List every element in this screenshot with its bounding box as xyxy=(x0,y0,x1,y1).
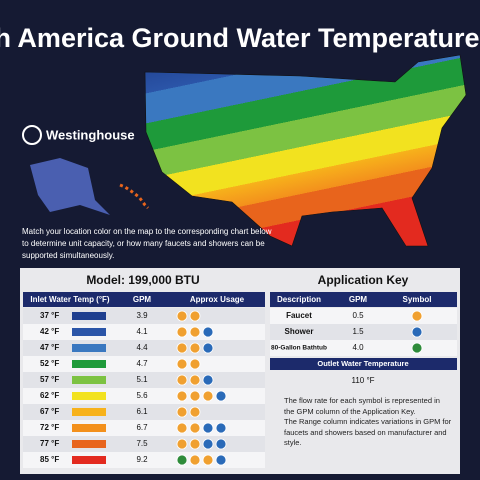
temp: 85 °F xyxy=(40,455,59,464)
description: Faucet xyxy=(286,311,312,320)
usage-icon xyxy=(215,454,227,466)
usage-icon xyxy=(189,326,201,338)
temp: 52 °F xyxy=(40,359,59,368)
usage-icon xyxy=(215,438,227,450)
swatch xyxy=(72,312,106,320)
temp: 57 °F xyxy=(40,375,59,384)
usage-icon xyxy=(202,342,214,354)
capacity-title: Model: 199,000 BTU xyxy=(86,273,199,287)
usage-icon xyxy=(189,310,201,322)
temp: 47 °F xyxy=(40,343,59,352)
temp: 62 °F xyxy=(40,391,59,400)
gpm: 6.1 xyxy=(136,407,148,416)
usage-icon xyxy=(176,310,188,322)
swatch xyxy=(72,344,106,352)
brand-logo xyxy=(22,125,42,145)
usage-icon xyxy=(202,374,214,386)
title: North America Ground Water Temperature M… xyxy=(0,23,480,53)
column-header: Symbol xyxy=(403,295,432,304)
column-header: GPM xyxy=(133,295,152,304)
usage-icon xyxy=(189,374,201,386)
usage-icon xyxy=(176,326,188,338)
column-header: Description xyxy=(277,295,321,304)
row-bg xyxy=(270,340,457,356)
hawaii-map xyxy=(119,183,150,210)
usage-icon xyxy=(189,390,201,402)
usage-icon xyxy=(202,422,214,434)
gpm: 4.1 xyxy=(136,327,148,336)
alaska-map xyxy=(30,158,110,215)
usage-icon xyxy=(202,438,214,450)
gpm: 4.0 xyxy=(352,343,364,352)
key-title: Application Key xyxy=(318,273,409,287)
usage-icon xyxy=(215,390,227,402)
usage-icon xyxy=(176,406,188,418)
temp: 77 °F xyxy=(40,439,59,448)
gpm: 1.5 xyxy=(352,327,364,336)
usage-icon xyxy=(202,326,214,338)
gpm: 4.7 xyxy=(136,359,148,368)
usage-icon xyxy=(189,358,201,370)
temp: 67 °F xyxy=(40,407,59,416)
temp: 37 °F xyxy=(40,311,59,320)
usage-icon xyxy=(176,390,188,402)
gpm: 5.1 xyxy=(136,375,148,384)
usage-icon xyxy=(215,422,227,434)
note: The Range column indicates variations in… xyxy=(284,417,452,447)
outlet-label: Outlet Water Temperature xyxy=(317,359,408,368)
usage-icon xyxy=(176,342,188,354)
usage-icon xyxy=(176,422,188,434)
temp: 72 °F xyxy=(40,423,59,432)
note: The flow rate for each symbol is represe… xyxy=(284,396,440,416)
row-bg xyxy=(270,308,457,324)
usage-icon xyxy=(189,422,201,434)
gpm: 5.6 xyxy=(136,391,148,400)
column-header: GPM xyxy=(349,295,368,304)
usage-icon xyxy=(176,374,188,386)
description: 80-Gallon Bathtub xyxy=(271,345,327,352)
temp: 42 °F xyxy=(40,327,59,336)
usage-icon xyxy=(189,438,201,450)
gpm: 7.5 xyxy=(136,439,148,448)
gpm: 6.7 xyxy=(136,423,148,432)
usage-icon xyxy=(189,406,201,418)
usage-icon xyxy=(202,390,214,402)
gpm: 9.2 xyxy=(136,455,148,464)
brand: Westinghouse xyxy=(46,127,135,142)
usage-icon xyxy=(189,454,201,466)
outlet-value: 110 °F xyxy=(351,376,374,385)
gpm: 0.5 xyxy=(352,311,364,320)
swatch xyxy=(72,328,106,336)
swatch xyxy=(72,376,106,384)
capacity-rows: 37 °F 3.9 42 °F 4.1 47 °F 4.4 52 °F 4.7 57 °F 5.1… xyxy=(23,308,457,468)
notes: The flow rate for each symbol is represe… xyxy=(284,396,452,449)
swatch xyxy=(72,456,106,464)
usage-icon xyxy=(189,342,201,354)
usage-icon xyxy=(202,454,214,466)
swatch xyxy=(72,424,106,432)
row-bg xyxy=(270,324,457,340)
usage-icon xyxy=(176,438,188,450)
swatch xyxy=(72,440,106,448)
us-map xyxy=(144,54,467,247)
swatch xyxy=(72,360,106,368)
usage-icon xyxy=(176,454,188,466)
header-row xyxy=(23,292,265,307)
instructions: Match your location color on the map to … xyxy=(22,227,272,260)
description: Shower xyxy=(285,327,314,336)
header-row xyxy=(270,292,457,307)
swatch xyxy=(72,408,106,416)
gpm: 4.4 xyxy=(136,343,148,352)
gpm: 3.9 xyxy=(136,311,148,320)
swatch xyxy=(72,392,106,400)
outlet-bar xyxy=(270,358,457,370)
column-header: Inlet Water Temp (°F) xyxy=(30,295,110,304)
usage-icon xyxy=(176,358,188,370)
column-header: Approx Usage xyxy=(190,295,245,304)
